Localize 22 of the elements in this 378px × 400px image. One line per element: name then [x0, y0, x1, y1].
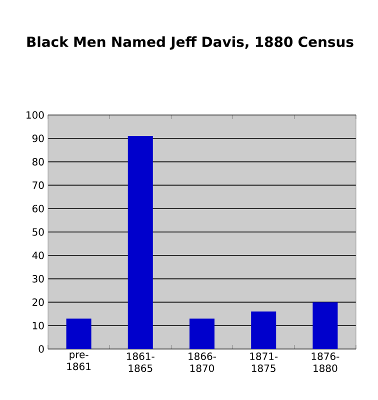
y-tick-label: 90	[32, 134, 44, 142]
y-tick-label: 40	[32, 252, 44, 260]
y-tick-label: 20	[32, 298, 44, 306]
bar	[250, 312, 276, 349]
bar	[128, 136, 153, 349]
x-tick-label: 1871-1875	[250, 352, 278, 372]
y-tick-label: 70	[32, 181, 44, 189]
chart-title: Black Men Named Jeff Davis, 1880 Census	[27, 36, 354, 50]
y-tick-label: 0	[38, 345, 44, 353]
y-tick-label: 100	[26, 111, 44, 119]
bar	[66, 318, 92, 349]
x-tick-label: pre-1861	[67, 352, 90, 370]
x-tick-label: 1876-1880	[312, 352, 340, 372]
y-tick-label: 80	[32, 158, 44, 166]
bar	[189, 318, 214, 349]
y-tick-label: 10	[32, 322, 44, 330]
x-tick-label: 1861-1865	[126, 352, 154, 372]
y-tick-label: 50	[32, 228, 44, 236]
y-tick-label: 60	[32, 204, 44, 212]
y-tick-label: 30	[32, 275, 44, 283]
bar	[312, 302, 338, 349]
x-tick-label: 1866-1870	[188, 352, 216, 372]
